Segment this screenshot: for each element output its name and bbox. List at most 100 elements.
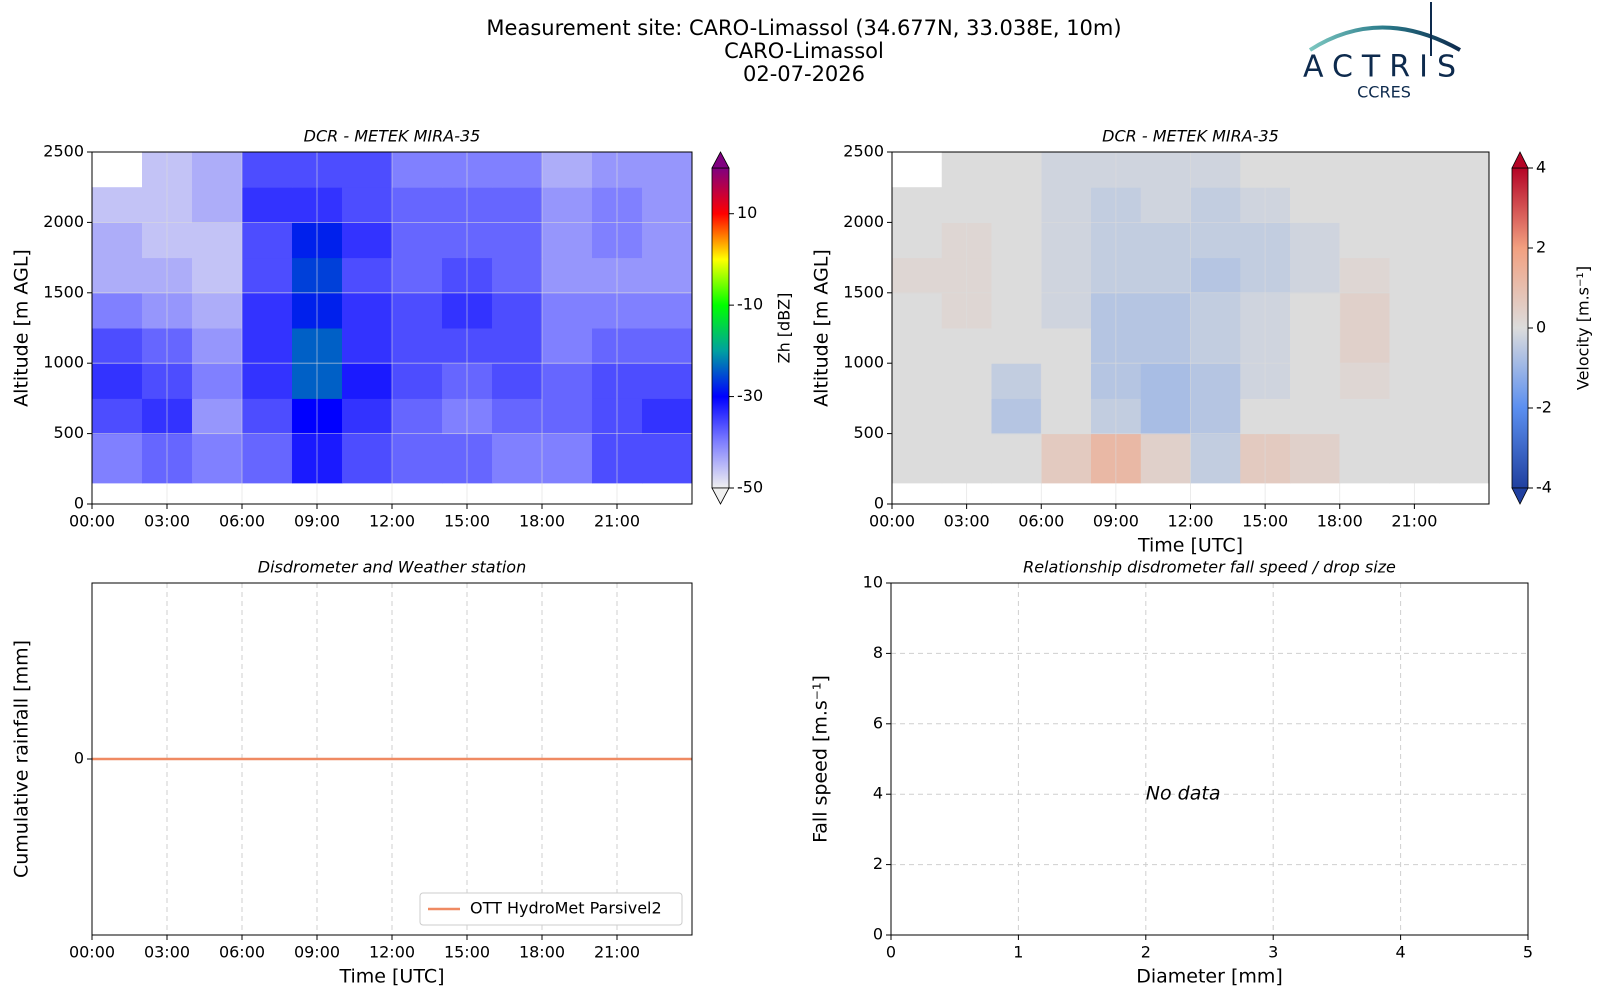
colorbar-tick-label: -2 [1536, 398, 1552, 417]
figure-subtitle: CARO-Limassol [724, 39, 884, 63]
colorbar-extend-top [1511, 151, 1529, 169]
heatmap-cell [342, 222, 393, 259]
heatmap-cell [1190, 257, 1241, 294]
y-tick-label: 1000 [843, 353, 884, 372]
y-tick-label: 2000 [843, 212, 884, 231]
heatmap-cell [1190, 363, 1241, 399]
x-tick-label: 09:00 [294, 512, 340, 531]
heatmap-cell [92, 187, 143, 223]
legend [419, 892, 683, 926]
y-axis-label: Fall speed [m.s⁻¹] [810, 675, 832, 843]
heatmap-cell [892, 222, 943, 259]
heatmap-cell [1190, 292, 1241, 329]
heatmap-cell [892, 398, 943, 435]
x-tick-label: 3 [1268, 943, 1278, 962]
x-tick-label: 18:00 [1317, 512, 1363, 531]
heatmap-cell [1041, 187, 1092, 223]
heatmap-cell [542, 152, 593, 188]
plot-frame [890, 582, 1529, 936]
heatmap-cell [242, 257, 293, 294]
x-tick-label: 4 [1396, 943, 1406, 962]
heatmap-cell [892, 363, 943, 399]
heatmap-cell [642, 152, 693, 188]
heatmap-cell [1190, 222, 1241, 259]
x-tick-label: 12:00 [1167, 512, 1213, 531]
heatmap-cell [492, 328, 543, 364]
heatmap-cell [192, 292, 243, 329]
heatmap-cell [1290, 152, 1341, 188]
heatmap-cell [542, 292, 593, 329]
heatmap-cell [642, 292, 693, 329]
colorbar-extend-top [711, 151, 730, 169]
heatmap-cell [991, 363, 1042, 399]
heatmap-cell [1140, 363, 1191, 399]
heatmap-cell [492, 152, 543, 188]
x-tick-label: 03:00 [144, 943, 190, 962]
heatmap-cell [1339, 292, 1390, 329]
heatmap-cell [1140, 152, 1191, 188]
heatmap-cell [1290, 257, 1341, 294]
heatmap-cell [542, 398, 593, 435]
heatmap-cell [1439, 152, 1490, 188]
plot-frame [91, 151, 693, 505]
heatmap-cell [192, 257, 243, 294]
x-tick-label: 06:00 [219, 943, 265, 962]
heatmap-cell [892, 187, 943, 223]
heatmap-cell [242, 187, 293, 223]
heatmap-cell [392, 292, 443, 329]
y-axis-label: Altitude [m AGL] [811, 249, 833, 407]
heatmap-cell [342, 257, 393, 294]
x-axis-label: Diameter [mm] [1136, 966, 1283, 988]
x-tick-label: 12:00 [369, 512, 415, 531]
colorbar-label: Velocity [m.s⁻¹] [1574, 266, 1593, 390]
heatmap-cell [542, 222, 593, 259]
heatmap-cell [192, 398, 243, 435]
x-tick-label: 09:00 [294, 943, 340, 962]
heatmap-cell [492, 257, 543, 294]
y-tick-label: 10 [863, 573, 883, 592]
heatmap-cell [642, 328, 693, 364]
y-tick-label: 0 [873, 925, 883, 944]
heatmap-cell [492, 433, 543, 484]
plot-frame [91, 582, 693, 936]
heatmap-cell [1140, 222, 1191, 259]
x-axis-label: Time [UTC] [1137, 535, 1243, 557]
heatmap-cell [1190, 328, 1241, 364]
x-tick-label: 12:00 [369, 943, 415, 962]
x-tick-label: 06:00 [1018, 512, 1064, 531]
x-axis-label: Time [UTC] [338, 966, 444, 988]
panel-title: Disdrometer and Weather station [258, 558, 526, 577]
colorbar-tick-label: 10 [737, 203, 757, 222]
heatmap-cell [342, 433, 393, 484]
heatmap-cell [92, 363, 143, 399]
heatmap-cell [1290, 292, 1341, 329]
heatmap-cell [1041, 363, 1092, 399]
colorbar [711, 167, 730, 489]
heatmap-cell [1140, 187, 1191, 223]
heatmap-cell [242, 398, 293, 435]
x-tick-label: 21:00 [594, 512, 640, 531]
heatmap-cell [1339, 433, 1390, 484]
logo-sub: CCRES [1357, 83, 1411, 102]
colorbar-tick-label: 0 [1536, 318, 1546, 337]
y-tick-label: 2500 [843, 142, 884, 161]
heatmap-cell [991, 222, 1042, 259]
heatmap-cell [492, 187, 543, 223]
panel-title: Relationship disdrometer fall speed / dr… [1023, 558, 1396, 577]
heatmap-cell [991, 328, 1042, 364]
heatmap-cell [342, 292, 393, 329]
logo-arc [1308, 25, 1461, 52]
heatmap-cell [242, 363, 293, 399]
heatmap-cell [1140, 257, 1191, 294]
heatmap-cell [642, 222, 693, 259]
heatmap-cell [492, 363, 543, 399]
heatmap-cell [242, 152, 293, 188]
heatmap-cell [1140, 328, 1191, 364]
heatmap-cell [542, 187, 593, 223]
heatmap-cell [991, 257, 1042, 294]
colorbar-tick-label: -30 [737, 386, 763, 405]
heatmap-cell [1339, 187, 1390, 223]
heatmap-cell [92, 257, 143, 294]
heatmap-cell [492, 398, 543, 435]
